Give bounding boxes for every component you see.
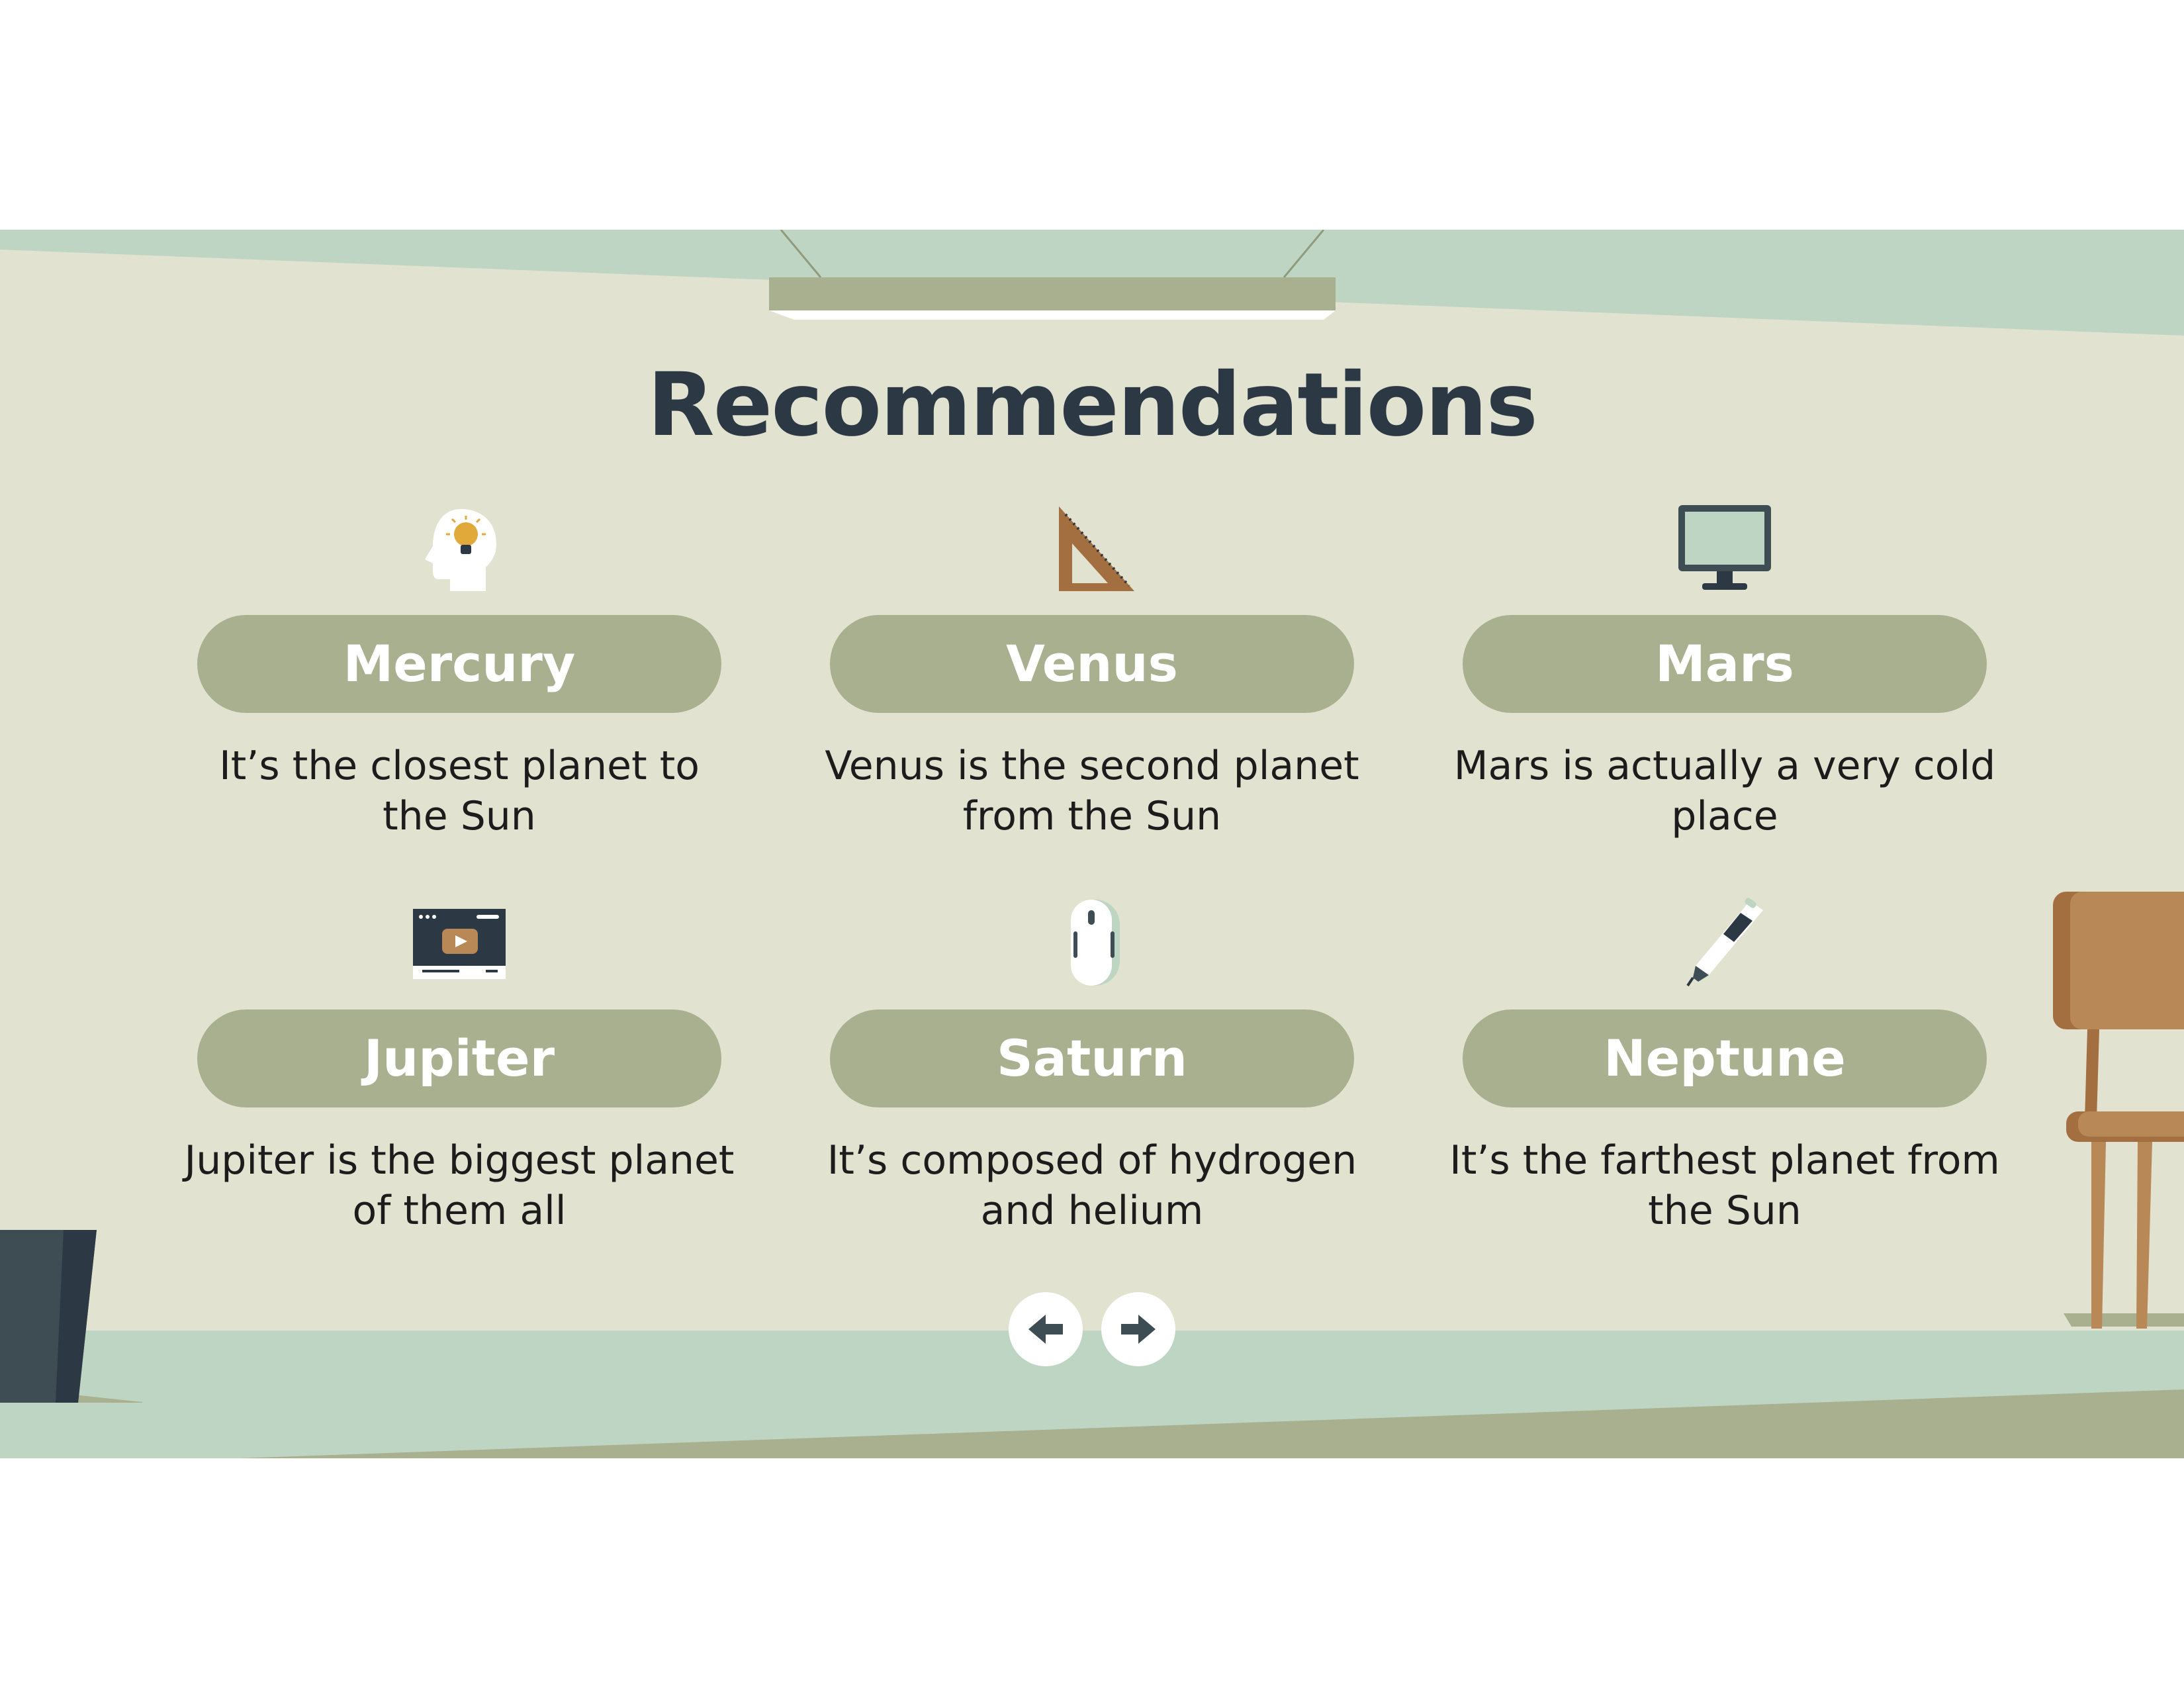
slide: Recommendations Mercury It’s the closest… (0, 230, 2184, 1458)
card-title-pill: Venus (830, 615, 1354, 713)
card-description: It’s the farthest planet from the Sun (1449, 1137, 2000, 1234)
lightbulb-head-icon (413, 502, 506, 595)
arrow-right-icon (1121, 1315, 1156, 1344)
floor-dark (238, 1389, 2184, 1458)
arrow-left-icon (1028, 1315, 1063, 1344)
card-description: Venus is the second planet from the Sun (825, 743, 1359, 839)
card-mars: Mars Mars is actually a very cold place (1454, 502, 1995, 839)
background-illustration (0, 230, 2184, 1458)
card-saturn: Saturn It’s composed of hydrogen and hel… (827, 897, 1357, 1234)
card-description: It’s composed of hydrogen and helium (827, 1137, 1357, 1234)
card-title-pill: Saturn (830, 1009, 1354, 1107)
monitor-icon (1678, 502, 1771, 595)
set-square-ruler-icon (1046, 502, 1138, 595)
card-jupiter: Jupiter Jupiter is the biggest planet of… (185, 897, 734, 1234)
pen-icon (1678, 897, 1771, 990)
card-title-pill: Mars (1463, 615, 1987, 713)
card-description: Jupiter is the biggest planet of them al… (184, 1137, 735, 1234)
card-title-pill: Jupiter (197, 1009, 721, 1107)
ceiling-lamp (769, 230, 1336, 320)
video-player-window-icon (413, 897, 506, 990)
card-mercury: Mercury It’s the closest planet to the S… (197, 502, 721, 839)
card-title-pill: Neptune (1463, 1009, 1987, 1107)
chair (2053, 892, 2184, 1329)
card-description: Mars is actually a very cold place (1453, 743, 1996, 839)
next-button[interactable] (1101, 1292, 1175, 1366)
card-title-pill: Mercury (197, 615, 721, 713)
plant-pot (0, 1230, 142, 1403)
computer-mouse-icon (1046, 897, 1138, 990)
card-description: It’s the closest planet to the Sun (219, 743, 700, 839)
slide-title: Recommendations (647, 354, 1538, 456)
card-venus: Venus Venus is the second planet from th… (825, 502, 1359, 839)
card-neptune: Neptune It’s the farthest planet from th… (1449, 897, 2000, 1234)
previous-button[interactable] (1009, 1292, 1083, 1366)
